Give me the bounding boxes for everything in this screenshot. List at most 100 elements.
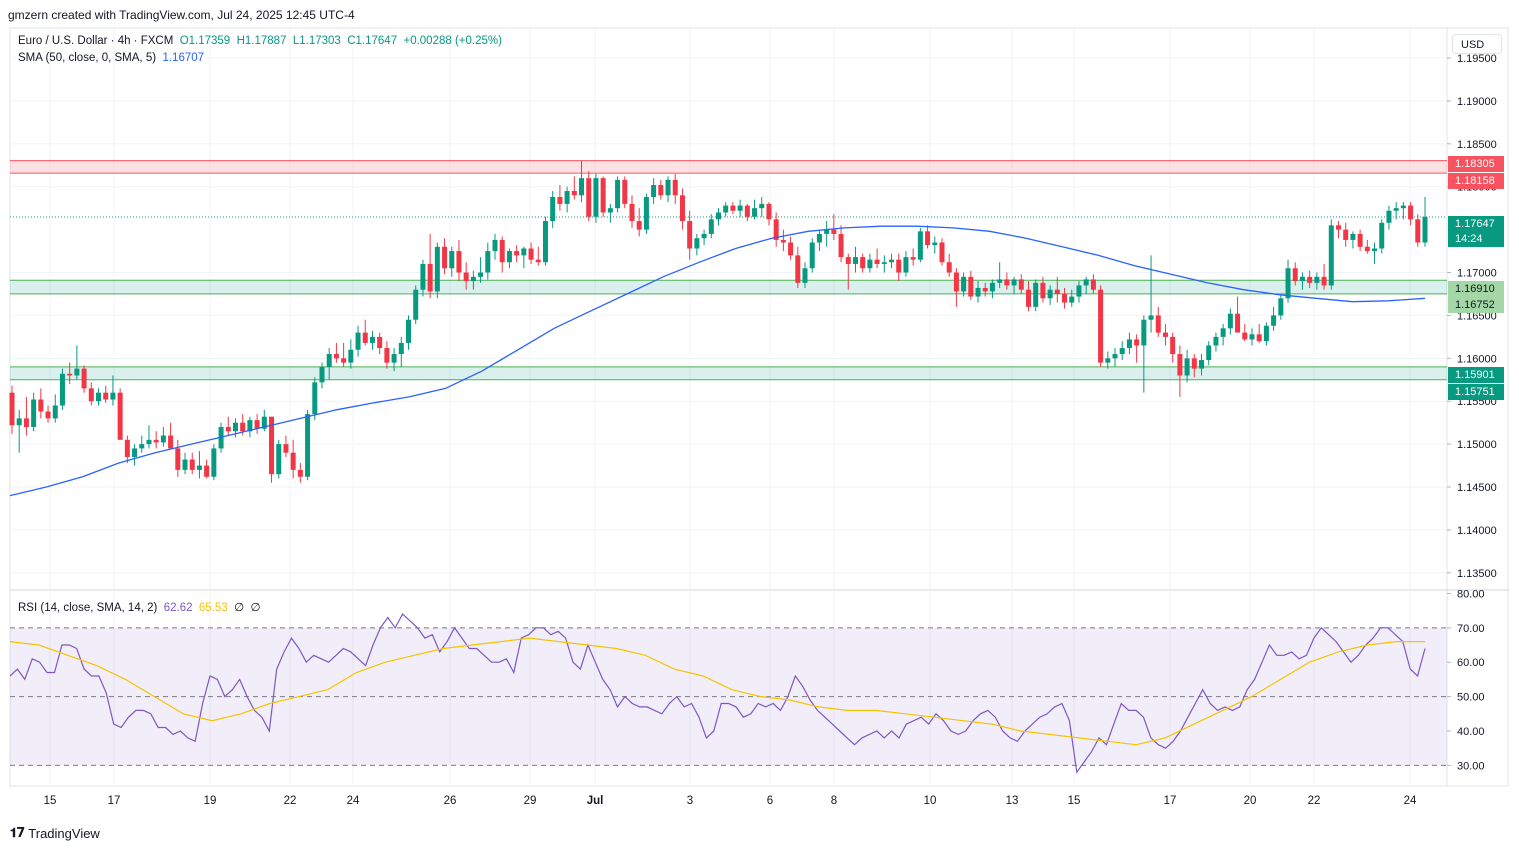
candle xyxy=(52,394,58,423)
candle-body xyxy=(398,342,404,355)
candle xyxy=(550,191,556,228)
candle-body xyxy=(1025,289,1031,307)
candle-body xyxy=(1335,225,1341,230)
candle xyxy=(348,339,354,369)
candle xyxy=(1400,202,1406,220)
candle xyxy=(889,253,895,269)
candle xyxy=(1227,308,1233,335)
candle xyxy=(297,463,303,483)
candle-body xyxy=(932,242,938,246)
candle xyxy=(168,422,174,449)
candle-body xyxy=(593,178,599,217)
candle xyxy=(362,319,368,346)
candle xyxy=(1328,219,1334,290)
candle xyxy=(557,185,563,211)
candle-body xyxy=(305,414,311,477)
candle xyxy=(1321,263,1327,290)
candle-body xyxy=(290,452,296,470)
price-tick-label: 1.19500 xyxy=(1457,53,1497,65)
candle xyxy=(766,202,772,226)
candle-body xyxy=(232,422,238,432)
candle xyxy=(124,435,130,464)
ohlc-low: L1.17303 xyxy=(292,35,341,47)
candle-body xyxy=(651,185,657,198)
candle-body xyxy=(946,262,952,273)
candle-body xyxy=(413,289,419,320)
candle-body xyxy=(852,257,858,264)
candle xyxy=(521,246,527,269)
candle xyxy=(867,253,873,273)
candle xyxy=(651,178,657,204)
candle xyxy=(1408,202,1414,226)
candle xyxy=(1278,293,1284,320)
candle-body xyxy=(506,251,512,263)
candle xyxy=(1299,272,1305,290)
candle xyxy=(1242,324,1248,342)
price-change: +0.00288 (+0.25%) xyxy=(403,35,502,47)
time-tick-label: 26 xyxy=(444,795,457,807)
candle xyxy=(1011,276,1017,294)
candle-body xyxy=(997,279,1003,283)
time-tick-label: 6 xyxy=(767,795,773,807)
candle-body xyxy=(1062,293,1068,303)
candle-body xyxy=(240,422,246,432)
candle xyxy=(420,259,426,297)
candle xyxy=(1271,306,1277,331)
candle xyxy=(506,248,512,269)
candle xyxy=(1134,334,1140,363)
candle-body xyxy=(586,178,592,217)
candle-body xyxy=(1314,276,1320,283)
price-tick-label: 1.19000 xyxy=(1457,96,1497,108)
candle-body xyxy=(730,205,736,211)
candle-body xyxy=(925,231,931,246)
candle-body xyxy=(110,392,116,400)
countdown-label: 14:24 xyxy=(1448,231,1504,247)
candle-body xyxy=(348,349,354,363)
candle xyxy=(1357,229,1363,252)
candle xyxy=(535,246,541,266)
candle xyxy=(1069,289,1075,307)
support2-high-label: 1.15901 xyxy=(1448,367,1504,383)
candle-body xyxy=(1386,210,1392,223)
currency-button[interactable]: USD xyxy=(1452,34,1502,54)
candle xyxy=(1025,281,1031,312)
candle-body xyxy=(1134,339,1140,346)
candle-body xyxy=(52,405,58,419)
candle xyxy=(196,451,202,479)
candle-body xyxy=(23,418,29,427)
candle xyxy=(1126,332,1132,355)
candle-body xyxy=(514,251,520,256)
rsi-tick-label: 50.00 xyxy=(1457,692,1485,704)
candle xyxy=(1256,324,1262,343)
candle-body xyxy=(824,229,830,234)
candle xyxy=(917,227,923,263)
candle xyxy=(276,439,282,479)
candle xyxy=(413,285,419,325)
time-tick-label: 29 xyxy=(524,795,537,807)
candle-body xyxy=(881,262,887,264)
time-tick-label: 19 xyxy=(204,795,217,807)
candle xyxy=(643,193,649,234)
candle-body xyxy=(1220,328,1226,337)
candle xyxy=(1386,205,1392,230)
candle-body xyxy=(1098,289,1104,363)
rsi-sma-line xyxy=(9,637,1425,746)
candle-body xyxy=(759,203,765,209)
candle xyxy=(564,186,570,213)
current-price-label: 1.17647 xyxy=(1448,216,1504,232)
candle xyxy=(31,392,37,432)
candle xyxy=(9,385,15,434)
candle-body xyxy=(953,272,959,292)
time-tick-label: 22 xyxy=(284,795,297,807)
candle-body xyxy=(1148,315,1154,320)
candle-body xyxy=(1379,222,1385,249)
candle-body xyxy=(874,259,880,264)
candle xyxy=(290,439,296,479)
candle-body xyxy=(1083,279,1089,286)
candle xyxy=(629,195,635,228)
candle xyxy=(1415,214,1421,247)
resistance-high-label: 1.18305 xyxy=(1448,156,1504,172)
candle-body xyxy=(687,221,693,249)
candle xyxy=(16,409,22,453)
